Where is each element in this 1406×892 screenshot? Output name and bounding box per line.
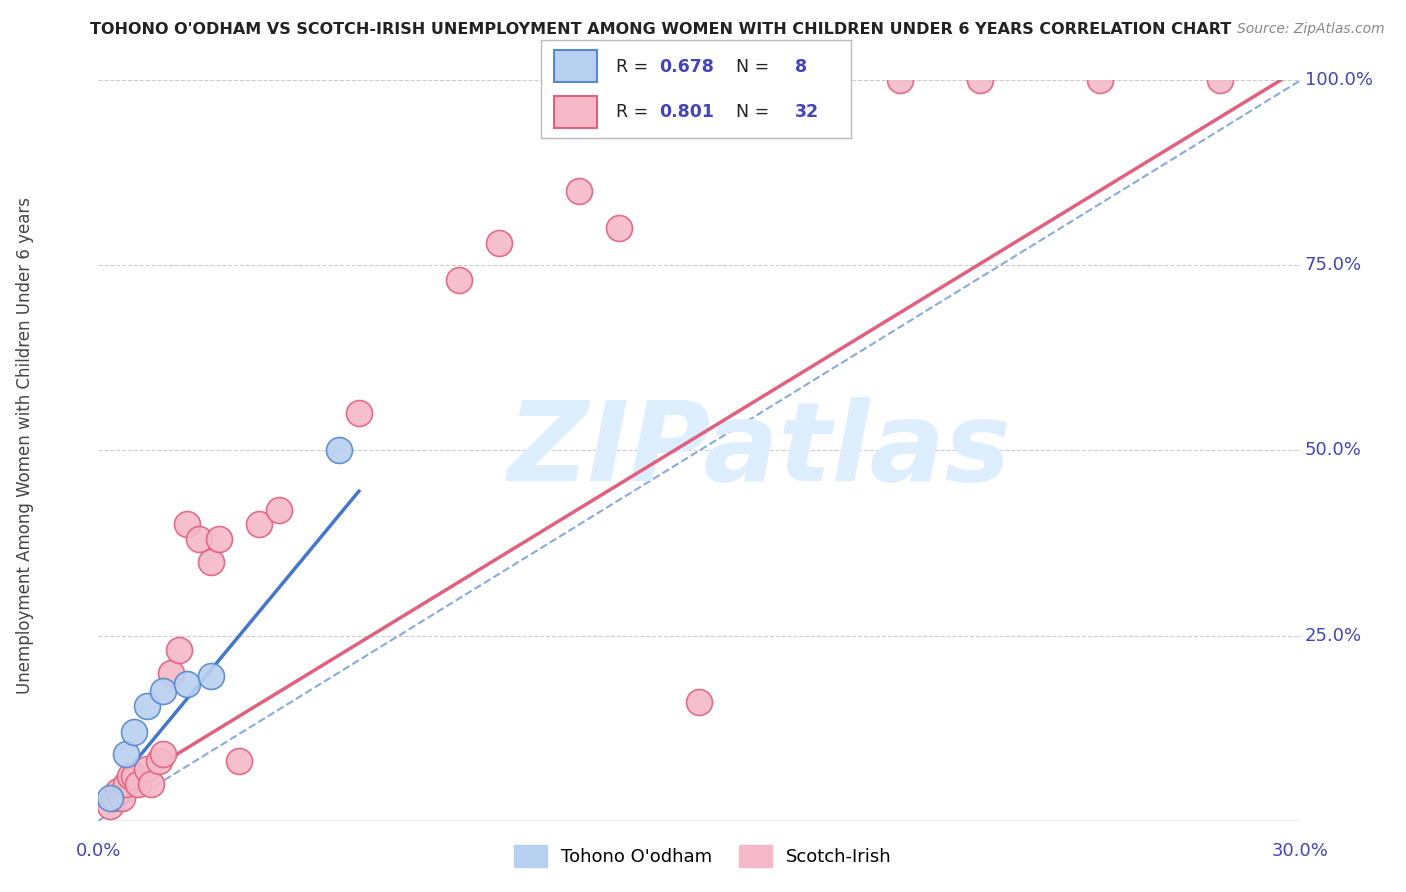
- Text: 8: 8: [794, 58, 807, 76]
- Text: 0.801: 0.801: [659, 103, 714, 120]
- Point: [889, 73, 911, 87]
- Point: [568, 185, 591, 199]
- Point: [969, 73, 991, 87]
- Point: [688, 695, 710, 709]
- Point: [124, 769, 146, 783]
- Point: [488, 236, 510, 251]
- Text: R =: R =: [616, 58, 654, 76]
- Point: [447, 273, 470, 287]
- Point: [111, 791, 134, 805]
- Text: 25.0%: 25.0%: [1305, 626, 1362, 645]
- Point: [609, 221, 631, 235]
- Point: [115, 747, 138, 761]
- FancyBboxPatch shape: [554, 50, 598, 82]
- Legend: Tohono O'odham, Scotch-Irish: Tohono O'odham, Scotch-Irish: [508, 838, 898, 874]
- Point: [159, 665, 181, 680]
- Point: [200, 554, 222, 569]
- Point: [187, 533, 209, 547]
- Point: [152, 684, 174, 698]
- Point: [200, 669, 222, 683]
- Point: [328, 443, 350, 458]
- Point: [148, 755, 170, 769]
- Point: [176, 517, 198, 532]
- Text: N =: N =: [737, 58, 775, 76]
- Point: [208, 533, 231, 547]
- Point: [167, 643, 190, 657]
- Text: ZIPatlas: ZIPatlas: [508, 397, 1011, 504]
- Text: 75.0%: 75.0%: [1305, 256, 1362, 275]
- Text: N =: N =: [737, 103, 775, 120]
- Text: 32: 32: [794, 103, 820, 120]
- Text: R =: R =: [616, 103, 654, 120]
- Point: [103, 791, 125, 805]
- Point: [1209, 73, 1232, 87]
- Point: [1088, 73, 1111, 87]
- FancyBboxPatch shape: [554, 96, 598, 128]
- Point: [347, 407, 370, 421]
- Text: 100.0%: 100.0%: [1305, 71, 1372, 89]
- Point: [100, 798, 122, 813]
- Point: [135, 762, 157, 776]
- Point: [176, 676, 198, 690]
- Text: 0.0%: 0.0%: [76, 842, 121, 860]
- Point: [124, 724, 146, 739]
- Point: [107, 784, 129, 798]
- Point: [139, 776, 162, 791]
- Point: [115, 776, 138, 791]
- Point: [128, 776, 150, 791]
- Text: Unemployment Among Women with Children Under 6 years: Unemployment Among Women with Children U…: [17, 197, 34, 695]
- Text: TOHONO O'ODHAM VS SCOTCH-IRISH UNEMPLOYMENT AMONG WOMEN WITH CHILDREN UNDER 6 YE: TOHONO O'ODHAM VS SCOTCH-IRISH UNEMPLOYM…: [90, 22, 1232, 37]
- Point: [152, 747, 174, 761]
- Point: [808, 73, 831, 87]
- Text: Source: ZipAtlas.com: Source: ZipAtlas.com: [1237, 22, 1385, 37]
- Text: 30.0%: 30.0%: [1272, 842, 1329, 860]
- Point: [267, 502, 290, 516]
- Point: [247, 517, 270, 532]
- Point: [100, 791, 122, 805]
- Point: [120, 769, 142, 783]
- Point: [135, 698, 157, 713]
- Text: 50.0%: 50.0%: [1305, 442, 1361, 459]
- Point: [228, 755, 250, 769]
- Text: 0.678: 0.678: [659, 58, 714, 76]
